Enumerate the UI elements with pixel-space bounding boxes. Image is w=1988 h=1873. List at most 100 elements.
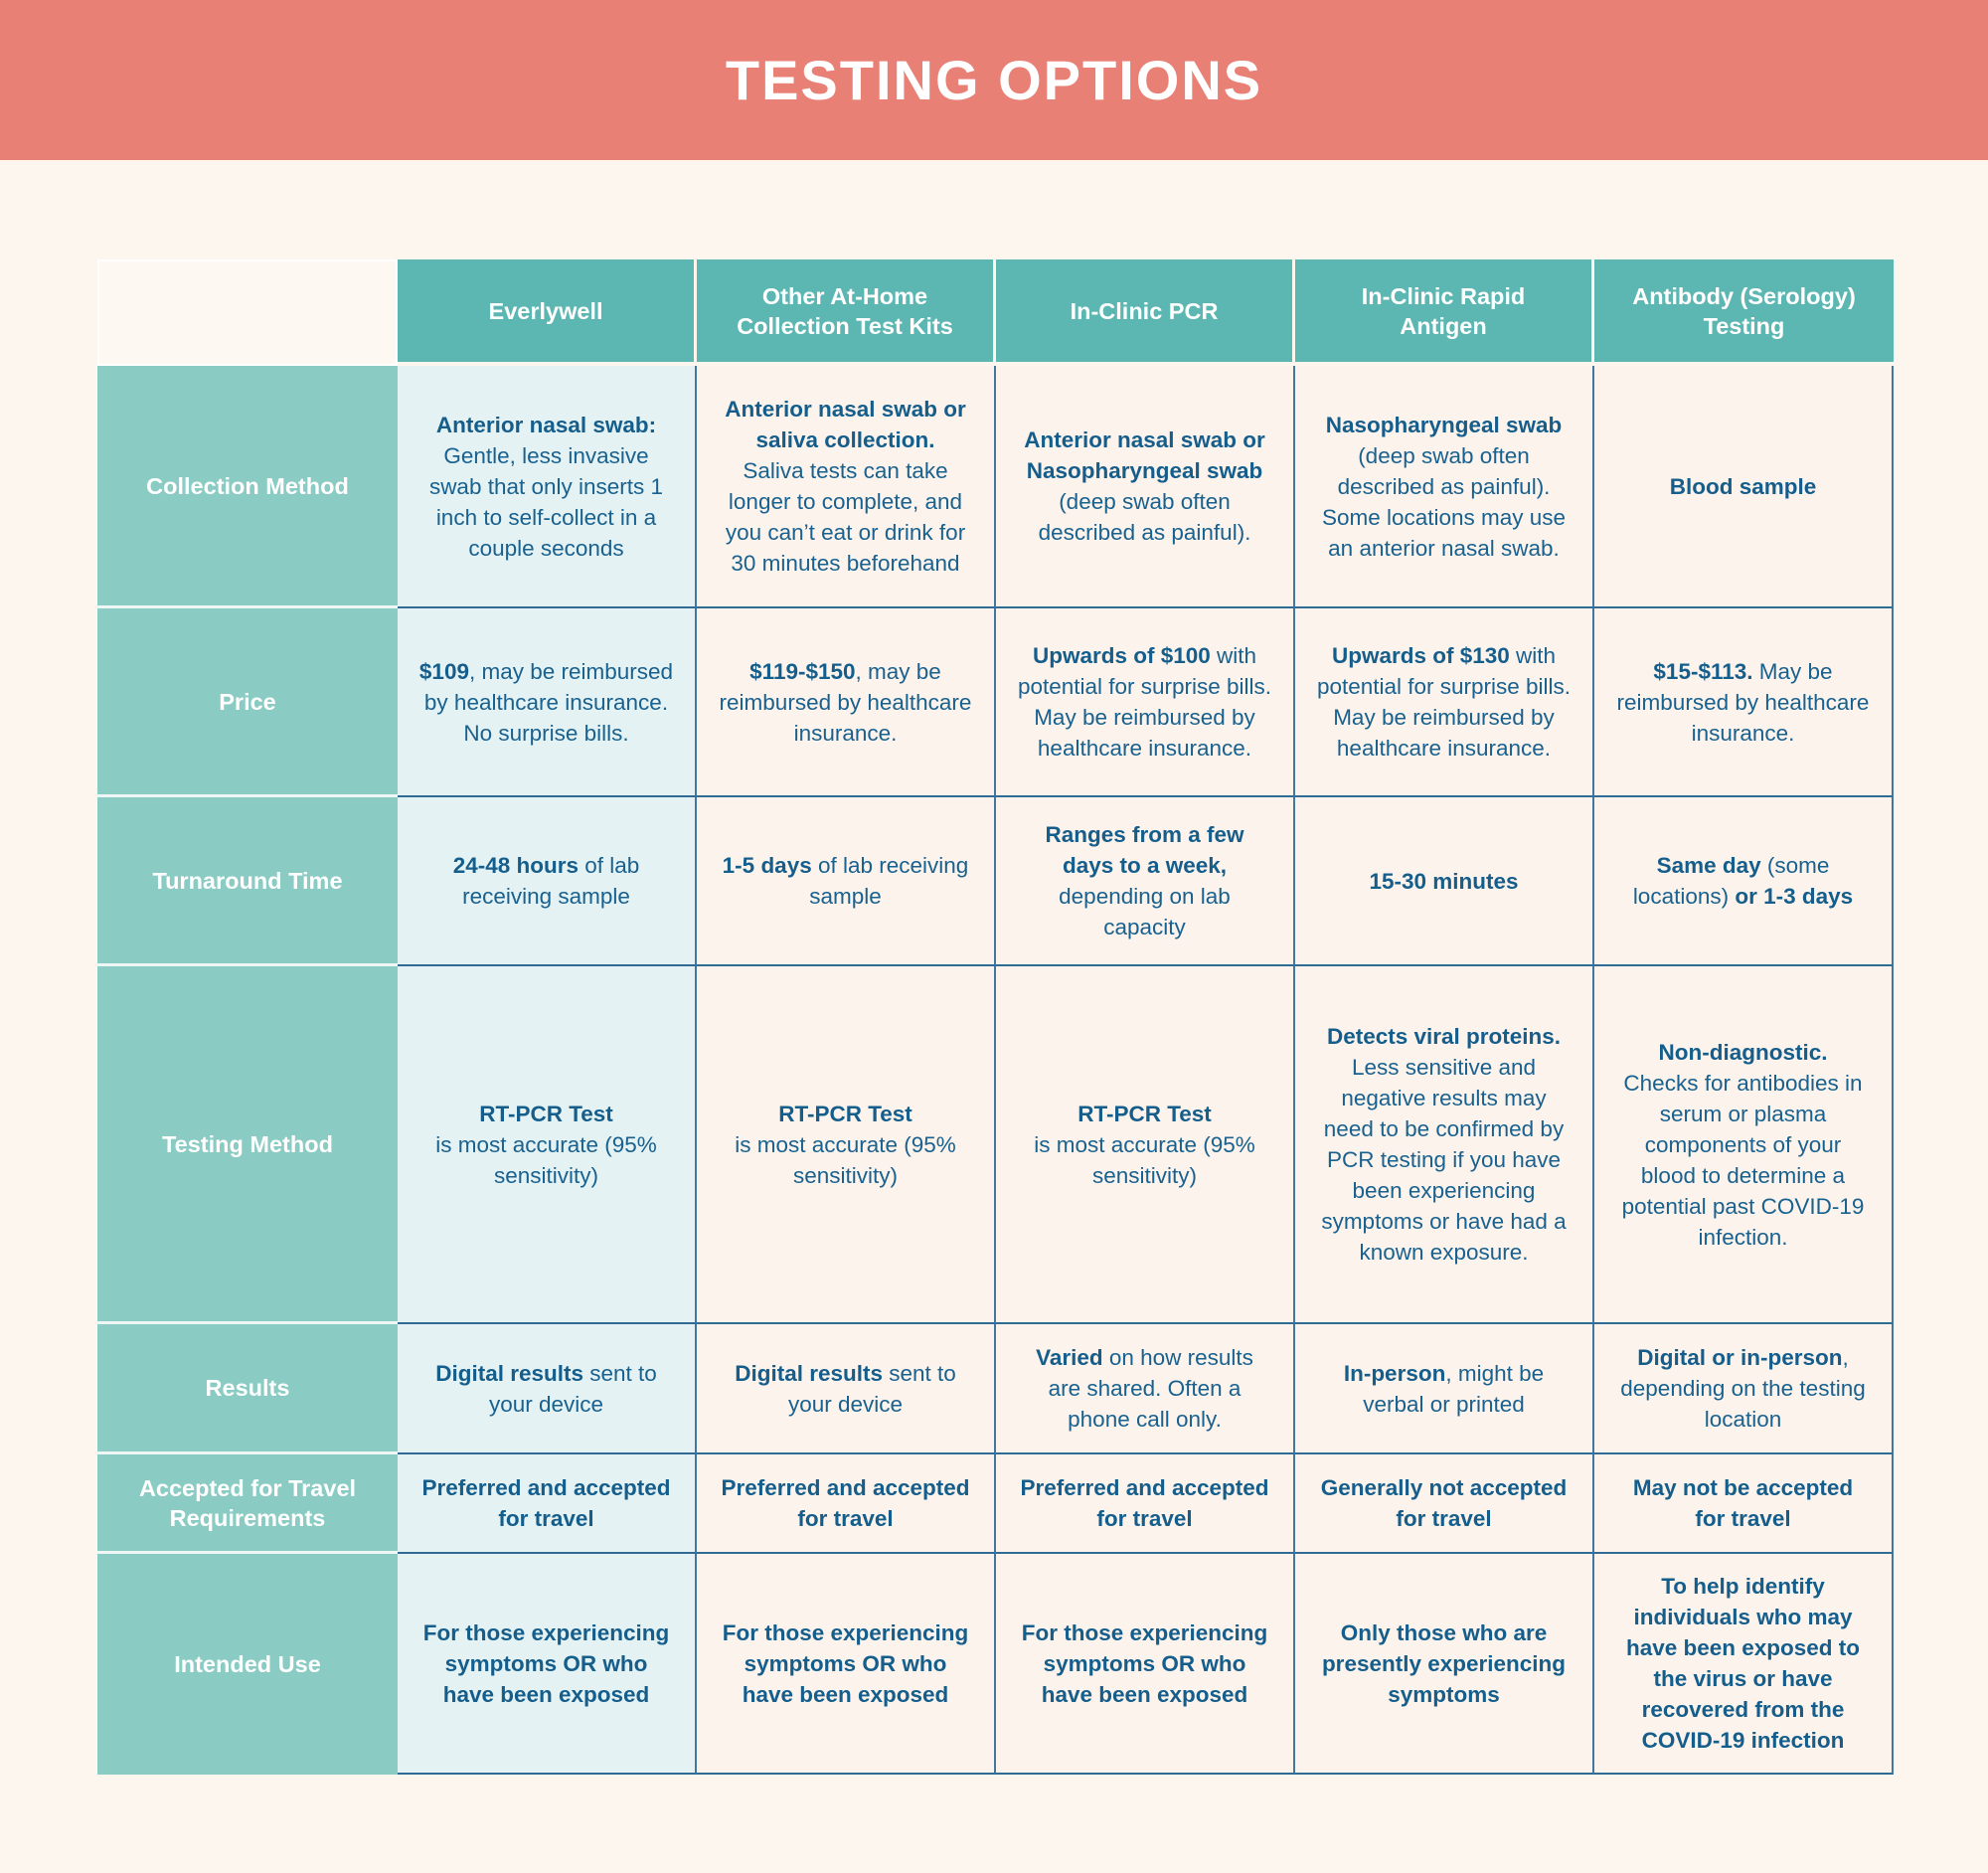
table-cell-intended-use-in-clinic-rapid-antigen: Only those who are presently experiencin… [1295,1554,1594,1775]
cell-text: Preferred and accepted for travel [718,1472,973,1534]
row-header-results: Results [97,1324,398,1454]
cell-text: Preferred and accepted for travel [418,1472,674,1534]
column-header-label: In-Clinic Rapid Antigen [1361,282,1526,339]
cell-text: Non-diagnostic. Checks for antibodies in … [1615,1037,1871,1253]
table-cell-results-other-at-home-collection-test-kits: Digital results sent to your device [697,1324,996,1454]
table-cell-accepted-for-travel-requirements-in-clinic-pcr: Preferred and accepted for travel [996,1454,1295,1554]
row-header-turnaround-time: Turnaround Time [97,797,398,966]
cell-text: Upwards of $130 with potential for surpr… [1316,640,1572,764]
cell-text-bold: Non-diagnostic. [1658,1039,1828,1065]
cell-text: RT-PCR Test is most accurate (95% sensiti… [718,1099,973,1191]
table-cell-intended-use-antibody-serology-testing: To help identify individuals who may hav… [1594,1554,1894,1775]
table-cell-collection-method-in-clinic-pcr: Anterior nasal swab or Nasopharyngeal sw… [996,366,1295,608]
cell-text-regular: is most accurate (95% sensitivity) [435,1131,657,1188]
cell-text-bold: Preferred and accepted for travel [721,1475,970,1531]
table-cell-price-other-at-home-collection-test-kits: $119-$150, may be reimbursed by healthca… [697,608,996,797]
table-cell-results-in-clinic-pcr: Varied on how results are shared. Often … [996,1324,1295,1454]
cell-text-bold: $15-$113. [1653,658,1753,684]
row-header-label: Intended Use [174,1651,321,1677]
cell-text-bold: Digital results [735,1360,883,1386]
table-cell-price-in-clinic-pcr: Upwards of $100 with potential for surpr… [996,608,1295,797]
cell-text: Varied on how results are shared. Often … [1017,1342,1272,1435]
cell-text-bold: RT-PCR Test [1077,1101,1212,1126]
table-cell-turnaround-time-antibody-serology-testing: Same day (some locations) or 1-3 days [1594,797,1894,966]
cell-text-bold: RT-PCR Test [479,1101,613,1126]
cell-text-bold: Anterior nasal swab or saliva collection… [725,397,966,452]
cell-text-bold: Ranges from a few days to a week, [1045,822,1244,878]
row-header-label: Collection Method [146,472,349,499]
cell-text-regular: sent to your device [787,1360,956,1417]
cell-text: RT-PCR Test is most accurate (95% sensiti… [418,1099,674,1191]
table-cell-testing-method-in-clinic-pcr: RT-PCR Test is most accurate (95% sensiti… [996,966,1295,1324]
table-cell-intended-use-other-at-home-collection-test-kits: For those experiencing symptoms OR who h… [697,1554,996,1775]
cell-text-bold: For those experiencing symptoms OR who h… [722,1619,969,1707]
cell-text: Ranges from a few days to a week, dependi… [1017,819,1272,942]
cell-text: Only those who are presently experiencin… [1316,1618,1572,1710]
cell-text-bold: For those experiencing symptoms OR who h… [422,1619,670,1707]
column-header-antibody-serology-testing: Antibody (Serology) Testing [1594,259,1894,366]
table-cell-results-antibody-serology-testing: Digital or in-person, depending on the t… [1594,1324,1894,1454]
table-cell-turnaround-time-in-clinic-pcr: Ranges from a few days to a week, dependi… [996,797,1295,966]
cell-text-regular: is most accurate (95% sensitivity) [735,1131,956,1188]
table-cell-accepted-for-travel-requirements-everlywell: Preferred and accepted for travel [398,1454,697,1554]
cell-text-bold: Anterior nasal swab or Nasopharyngeal sw… [1024,427,1265,483]
cell-text-regular: of lab receiving sample [809,853,969,909]
cell-text: Anterior nasal swab: Gentle, less invasiv… [418,410,674,564]
column-header-other-at-home-collection-test-kits: Other At-Home Collection Test Kits [697,259,996,366]
cell-text-bold: Preferred and accepted for travel [1020,1475,1269,1531]
cell-text: Blood sample [1615,471,1871,502]
cell-text: For those experiencing symptoms OR who h… [418,1618,674,1710]
comparison-table: Everlywell Other At-Home Collection Test … [97,259,1894,1775]
table-cell-collection-method-antibody-serology-testing: Blood sample [1594,366,1894,608]
row-header-label: Turnaround Time [152,867,343,894]
cell-text-regular: is most accurate (95% sensitivity) [1034,1131,1255,1188]
cell-text-bold: or 1-3 days [1735,884,1854,909]
cell-text-regular: Gentle, less invasive swab that only ins… [428,442,664,561]
table-cell-intended-use-everlywell: For those experiencing symptoms OR who h… [398,1554,697,1775]
cell-text-regular: (deep swab often described as painful). … [1321,442,1567,561]
corner-cell [97,259,398,366]
page-title: TESTING OPTIONS [725,49,1263,111]
cell-text-bold: 15-30 minutes [1369,868,1519,894]
cell-text: Digital results sent to your device [718,1358,973,1420]
cell-text-regular: , may be reimbursed by healthcare insura… [719,658,972,746]
table-cell-turnaround-time-other-at-home-collection-test-kits: 1-5 days of lab receiving sample [697,797,996,966]
cell-text-regular: (some locations) [1632,853,1830,909]
row-header-collection-method: Collection Method [97,366,398,608]
cell-text-regular: (deep swab often described as painful). [1038,489,1251,545]
table-cell-testing-method-in-clinic-rapid-antigen: Detects viral proteins. Less sensitive a… [1295,966,1594,1324]
cell-text-bold: Digital or in-person [1637,1345,1843,1370]
row-header-label: Results [205,1375,290,1401]
table-cell-results-in-clinic-rapid-antigen: In-person, might be verbal or printed [1295,1324,1594,1454]
table-cell-price-in-clinic-rapid-antigen: Upwards of $130 with potential for surpr… [1295,608,1594,797]
row-header-testing-method: Testing Method [97,966,398,1324]
banner: TESTING OPTIONS [0,0,1988,160]
cell-text-bold: RT-PCR Test [778,1101,912,1126]
cell-text: Digital results sent to your device [418,1358,674,1420]
cell-text: $119-$150, may be reimbursed by healthca… [718,656,973,749]
cell-text-bold: 1-5 days [722,853,812,878]
cell-text-bold: May not be accepted for travel [1632,1475,1854,1531]
table-cell-testing-method-other-at-home-collection-test-kits: RT-PCR Test is most accurate (95% sensiti… [697,966,996,1324]
cell-text: $109, may be reimbursed by healthcare in… [418,656,674,749]
cell-text-regular: on how results are shared. Often a phone… [1048,1345,1253,1432]
table-cell-collection-method-in-clinic-rapid-antigen: Nasopharyngeal swab (deep swab often des… [1295,366,1594,608]
cell-text: Digital or in-person, depending on the t… [1615,1342,1871,1435]
cell-text: Anterior nasal swab or Nasopharyngeal sw… [1017,425,1272,548]
table-cell-intended-use-in-clinic-pcr: For those experiencing symptoms OR who h… [996,1554,1295,1775]
cell-text-bold: Upwards of $100 [1032,643,1211,668]
cell-text-regular: of lab receiving sample [462,853,640,909]
cell-text: For those experiencing symptoms OR who h… [1017,1618,1272,1710]
cell-text: RT-PCR Test is most accurate (95% sensiti… [1017,1099,1272,1191]
column-header-in-clinic-pcr: In-Clinic PCR [996,259,1295,366]
cell-text: Upwards of $100 with potential for surpr… [1017,640,1272,764]
cell-text-bold: In-person [1343,1360,1446,1386]
cell-text: Generally not accepted for travel [1316,1472,1572,1534]
cell-text-regular: Saliva tests can take longer to complete… [725,458,966,576]
cell-text-bold: Only those who are presently experiencin… [1321,1619,1567,1707]
cell-text: Same day (some locations) or 1-3 days [1615,850,1871,912]
cell-text-bold: Same day [1656,853,1761,878]
cell-text-bold: Varied [1036,1345,1103,1370]
cell-text-bold: Generally not accepted for travel [1320,1475,1568,1531]
